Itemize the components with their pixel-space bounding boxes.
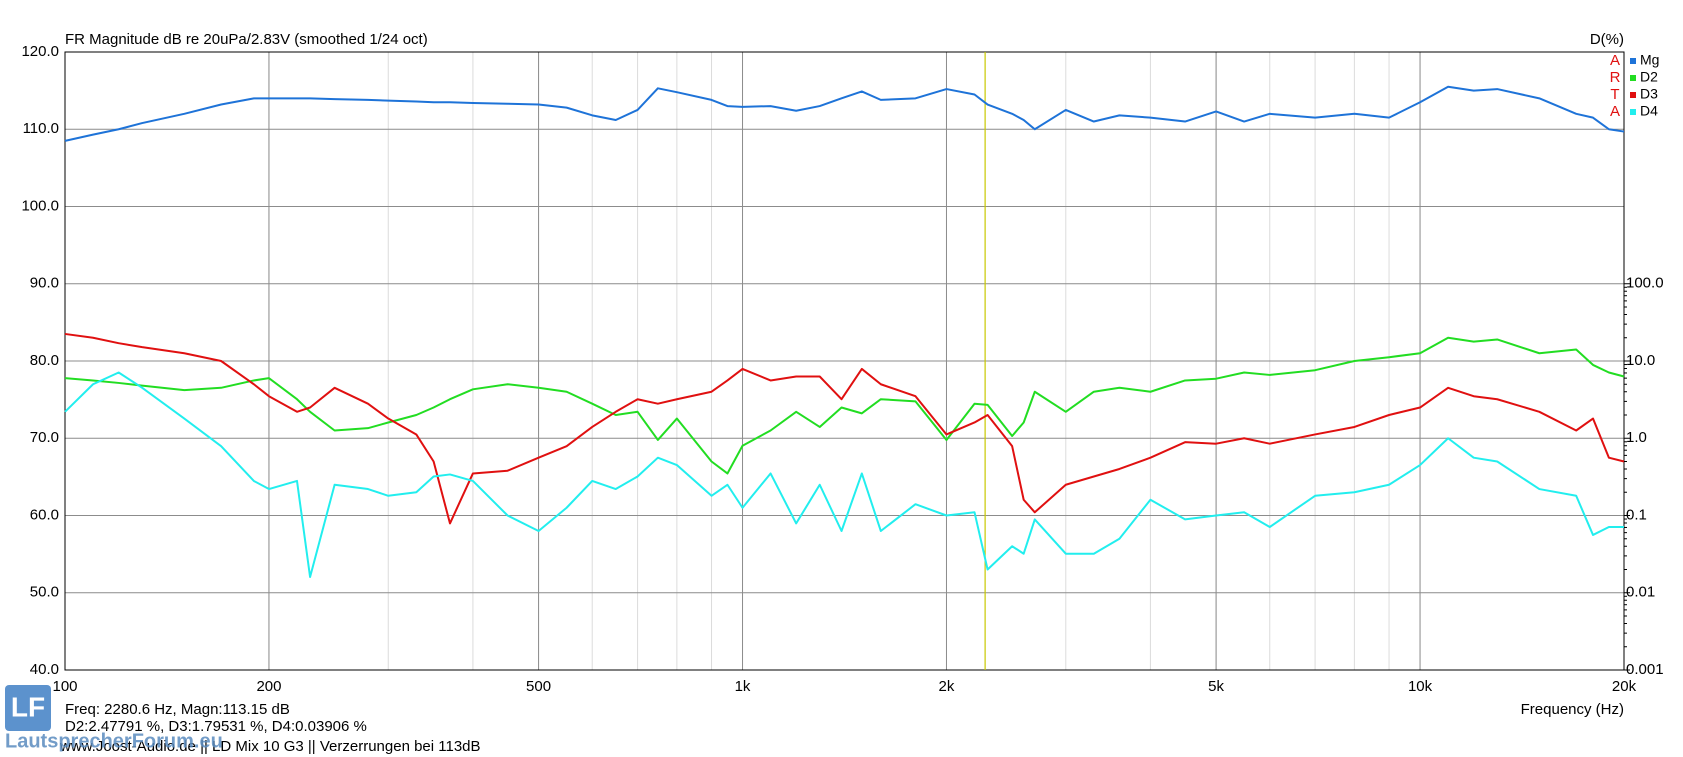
info-line: www.Joost-Audio.de || LD Mix 10 G3 || Ve… — [59, 738, 481, 755]
y-tick-label: 50.0 — [30, 584, 59, 601]
y2-tick-label: 0.001 — [1626, 661, 1664, 678]
y-tick-label: 60.0 — [30, 506, 59, 523]
x-tick-label: 500 — [526, 678, 551, 695]
x-tick-label: 1k — [735, 678, 751, 695]
series-line — [64, 336, 1625, 475]
legend-label: D3 — [1640, 86, 1658, 102]
legend-swatch — [1630, 109, 1636, 115]
x-tick-label: 200 — [256, 678, 281, 695]
x-tick-label: 5k — [1208, 678, 1224, 695]
y2-tick-label: 0.01 — [1626, 584, 1655, 601]
series-line — [64, 85, 1625, 142]
series-line — [64, 371, 1624, 578]
series-line — [64, 332, 1625, 525]
legend-label: D2 — [1640, 69, 1658, 85]
y2-axis-label: D(%) — [1590, 31, 1624, 48]
x-tick-label: 20k — [1612, 678, 1637, 695]
y-tick-label: 100.0 — [21, 197, 59, 214]
legend-swatch — [1630, 92, 1636, 98]
y-tick-label: 110.0 — [23, 120, 59, 137]
x-tick-label: 10k — [1408, 678, 1433, 695]
badge-letter: R — [1610, 69, 1621, 86]
y2-tick-label: 0.1 — [1626, 506, 1647, 523]
info-line: D2:2.47791 %, D3:1.79531 %, D4:0.03906 % — [65, 718, 367, 735]
watermark-logo: LF — [11, 691, 45, 722]
x-axis-label: Frequency (Hz) — [1521, 701, 1624, 718]
legend-swatch — [1630, 58, 1636, 64]
x-tick-label: 2k — [939, 678, 955, 695]
badge-letter: T — [1610, 86, 1619, 103]
legend-swatch — [1630, 75, 1636, 81]
y-tick-label: 80.0 — [30, 352, 59, 369]
badge-letter: A — [1610, 103, 1620, 120]
y-tick-label: 40.0 — [30, 661, 59, 678]
watermark-logo-box — [5, 685, 51, 731]
info-line: Freq: 2280.6 Hz, Magn:113.15 dB — [65, 701, 290, 718]
x-tick-label: 100 — [52, 678, 77, 695]
y-tick-label: 90.0 — [30, 275, 59, 292]
watermark-text: LautsprecherForum.eu — [5, 730, 223, 752]
y2-tick-label: 100.0 — [1626, 275, 1664, 292]
y-tick-label: 70.0 — [30, 429, 59, 446]
badge-letter: A — [1610, 52, 1620, 69]
y2-tick-label: 10.0 — [1626, 352, 1655, 369]
legend-label: D4 — [1640, 103, 1658, 119]
y2-tick-label: 1.0 — [1626, 429, 1647, 446]
plot-frame — [64, 51, 1625, 671]
chart-title: FR Magnitude dB re 20uPa/2.83V (smoothed… — [65, 31, 428, 48]
y-tick-label: 120.0 — [21, 43, 59, 60]
legend-label: Mg — [1640, 52, 1659, 68]
